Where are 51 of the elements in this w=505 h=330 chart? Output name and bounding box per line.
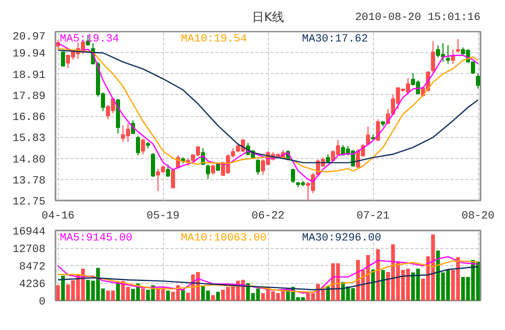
y-tick-label: 0 bbox=[38, 296, 46, 308]
series-label: MA5:9145.00 bbox=[60, 232, 132, 244]
candlestick bbox=[150, 152, 156, 178]
candlestick bbox=[456, 38, 460, 53]
candlestick bbox=[210, 164, 216, 176]
candlestick bbox=[290, 168, 296, 184]
bar bbox=[61, 276, 65, 300]
x-tick-label: 05-19 bbox=[146, 210, 180, 222]
y-tick-label: 14.80 bbox=[12, 154, 46, 166]
y-tick-label: 20.97 bbox=[12, 32, 46, 44]
candlestick bbox=[136, 135, 140, 156]
y-tick-label: 13.78 bbox=[12, 175, 46, 188]
candlestick bbox=[60, 52, 66, 67]
candlestick bbox=[170, 168, 176, 188]
candlestick bbox=[446, 44, 450, 64]
x-tick-label: 04-16 bbox=[41, 210, 75, 222]
bar bbox=[56, 285, 60, 300]
text: MA30:9296.00 bbox=[302, 232, 382, 244]
bar bbox=[371, 270, 375, 300]
y-tick-label: 19.94 bbox=[12, 48, 46, 61]
candlestick bbox=[140, 138, 146, 155]
chart-title: 日K线 bbox=[252, 10, 284, 24]
text: MA10:19.54 bbox=[180, 34, 248, 46]
y-tick-label: 15.83 bbox=[12, 133, 46, 146]
text: MA30:17.62 bbox=[302, 34, 368, 46]
y-tick-label: 12.75 bbox=[12, 196, 46, 208]
candlestick bbox=[430, 40, 436, 75]
bar bbox=[381, 270, 385, 300]
line-series bbox=[57, 266, 479, 290]
x-tick-label: 07-21 bbox=[356, 210, 390, 222]
y-tick-label: 8472 bbox=[19, 262, 46, 274]
text: MA10:10063.00 bbox=[180, 232, 267, 244]
bar bbox=[211, 295, 215, 300]
bar bbox=[181, 290, 185, 300]
candlestick bbox=[256, 158, 260, 176]
x-tick-label: 08-20 bbox=[461, 210, 495, 222]
bar bbox=[166, 290, 170, 300]
y-tick-label: 17.89 bbox=[12, 90, 46, 103]
text: 2010-08-20 15:01:16 bbox=[355, 12, 480, 24]
y-tick-label: 4236 bbox=[19, 279, 46, 291]
bar bbox=[216, 292, 220, 300]
y-tick-label: 12708 bbox=[12, 244, 46, 256]
candlestick bbox=[166, 164, 170, 178]
candlestick bbox=[476, 74, 480, 89]
candlestick bbox=[206, 164, 210, 180]
y-tick-label: 18.91 bbox=[12, 70, 46, 82]
y-tick-label: 16944 bbox=[12, 226, 46, 238]
bar bbox=[376, 249, 380, 300]
bar bbox=[141, 288, 145, 300]
x-tick-label: 06-22 bbox=[251, 210, 285, 222]
y-tick-label: 16.86 bbox=[12, 112, 46, 124]
